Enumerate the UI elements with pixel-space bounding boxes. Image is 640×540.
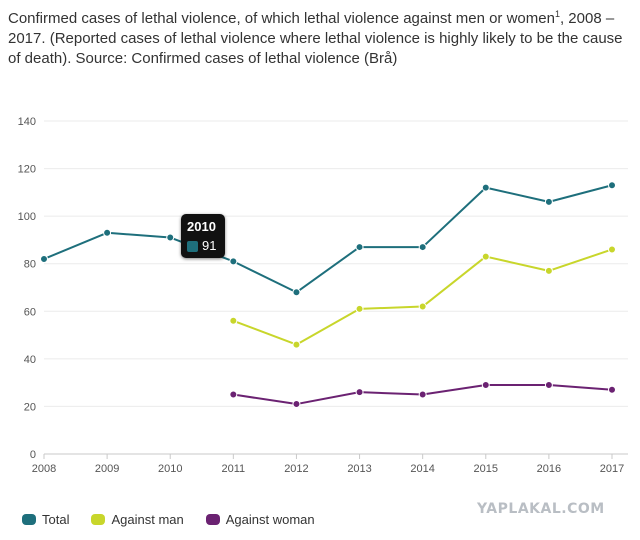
x-tick-label: 2013 [347, 463, 371, 475]
legend-label-total: Total [42, 512, 70, 527]
data-point-total[interactable] [544, 197, 553, 206]
legend-item-against-woman[interactable]: Against woman [205, 512, 315, 527]
legend-swatch-against-man [91, 514, 106, 525]
data-point-total[interactable] [103, 228, 112, 237]
y-tick-label: 40 [24, 354, 36, 366]
x-tick-label: 2017 [600, 463, 624, 475]
x-tick-label: 2016 [537, 463, 561, 475]
data-point-total[interactable] [40, 254, 48, 263]
data-point-against-man[interactable] [229, 316, 238, 325]
y-axis: 0 20 40 60 80 100 120 140 [18, 116, 36, 461]
data-point-against-man[interactable] [481, 252, 490, 261]
data-point-against-woman[interactable] [355, 388, 364, 397]
y-tick-label: 80 [24, 259, 36, 271]
data-point-total[interactable] [355, 243, 364, 252]
tooltip-value: 91 [202, 238, 217, 253]
legend-swatch-total [22, 514, 36, 525]
series-lines [43, 184, 613, 406]
data-point-against-woman[interactable] [292, 400, 301, 409]
x-tick-label: 2012 [284, 463, 308, 475]
y-tick-label: 140 [18, 116, 36, 128]
data-point-against-woman[interactable] [229, 390, 238, 399]
chart-title-main: Confirmed cases of lethal violence, of w… [8, 10, 555, 27]
data-point-total[interactable] [166, 233, 175, 242]
data-point-against-woman[interactable] [544, 381, 553, 390]
data-point-total[interactable] [229, 257, 238, 266]
chart-legend: Total Against man Against woman [22, 512, 315, 527]
chart-title-footnote: 1 [554, 9, 560, 19]
data-point-against-man[interactable] [418, 302, 427, 311]
watermark: YAPLAKAL.COM [477, 501, 605, 517]
x-tick-label: 2011 [222, 463, 246, 475]
data-point-against-man[interactable] [544, 266, 553, 275]
y-tick-label: 60 [24, 306, 36, 318]
data-point-against-woman[interactable] [418, 390, 427, 399]
data-point-against-woman[interactable] [608, 385, 616, 394]
data-point-against-woman[interactable] [481, 381, 490, 390]
y-tick-label: 120 [18, 164, 36, 176]
y-tick-label: 100 [18, 211, 36, 223]
data-point-against-man[interactable] [292, 340, 301, 349]
chart-title: Confirmed cases of lethal violence, of w… [8, 4, 628, 69]
data-tooltip: 2010 91 [181, 214, 225, 258]
legend-label-against-man: Against man [111, 512, 184, 527]
tooltip-year: 2010 [187, 219, 216, 234]
y-tick-label: 20 [24, 401, 36, 413]
x-tick-label: 2009 [95, 463, 119, 475]
tooltip-swatch [187, 241, 198, 252]
series-line-total [43, 184, 613, 294]
series-points [40, 181, 616, 409]
x-axis: 2008 2009 2010 2011 2012 2013 2014 2015 2016 2017 [32, 454, 624, 475]
x-tick-label: 2014 [410, 463, 434, 475]
data-point-total[interactable] [418, 243, 427, 252]
legend-item-total[interactable]: Total [22, 512, 69, 527]
gridlines [44, 120, 628, 455]
data-point-total[interactable] [608, 181, 616, 190]
chart-title-rest: , 2008 – 2017. (Reported cases of lethal… [8, 10, 623, 67]
data-point-against-man[interactable] [355, 304, 364, 313]
x-tick-label: 2010 [158, 463, 182, 475]
x-tick-label: 2008 [32, 463, 56, 475]
x-tick-label: 2015 [474, 463, 498, 475]
legend-swatch-against-woman [205, 514, 220, 525]
legend-label-against-woman: Against woman [225, 512, 315, 527]
data-point-total[interactable] [292, 288, 301, 297]
y-tick-label: 0 [30, 449, 36, 461]
data-point-against-man[interactable] [608, 245, 616, 254]
data-point-total[interactable] [481, 183, 490, 192]
legend-item-against-man[interactable]: Against man [91, 512, 184, 527]
